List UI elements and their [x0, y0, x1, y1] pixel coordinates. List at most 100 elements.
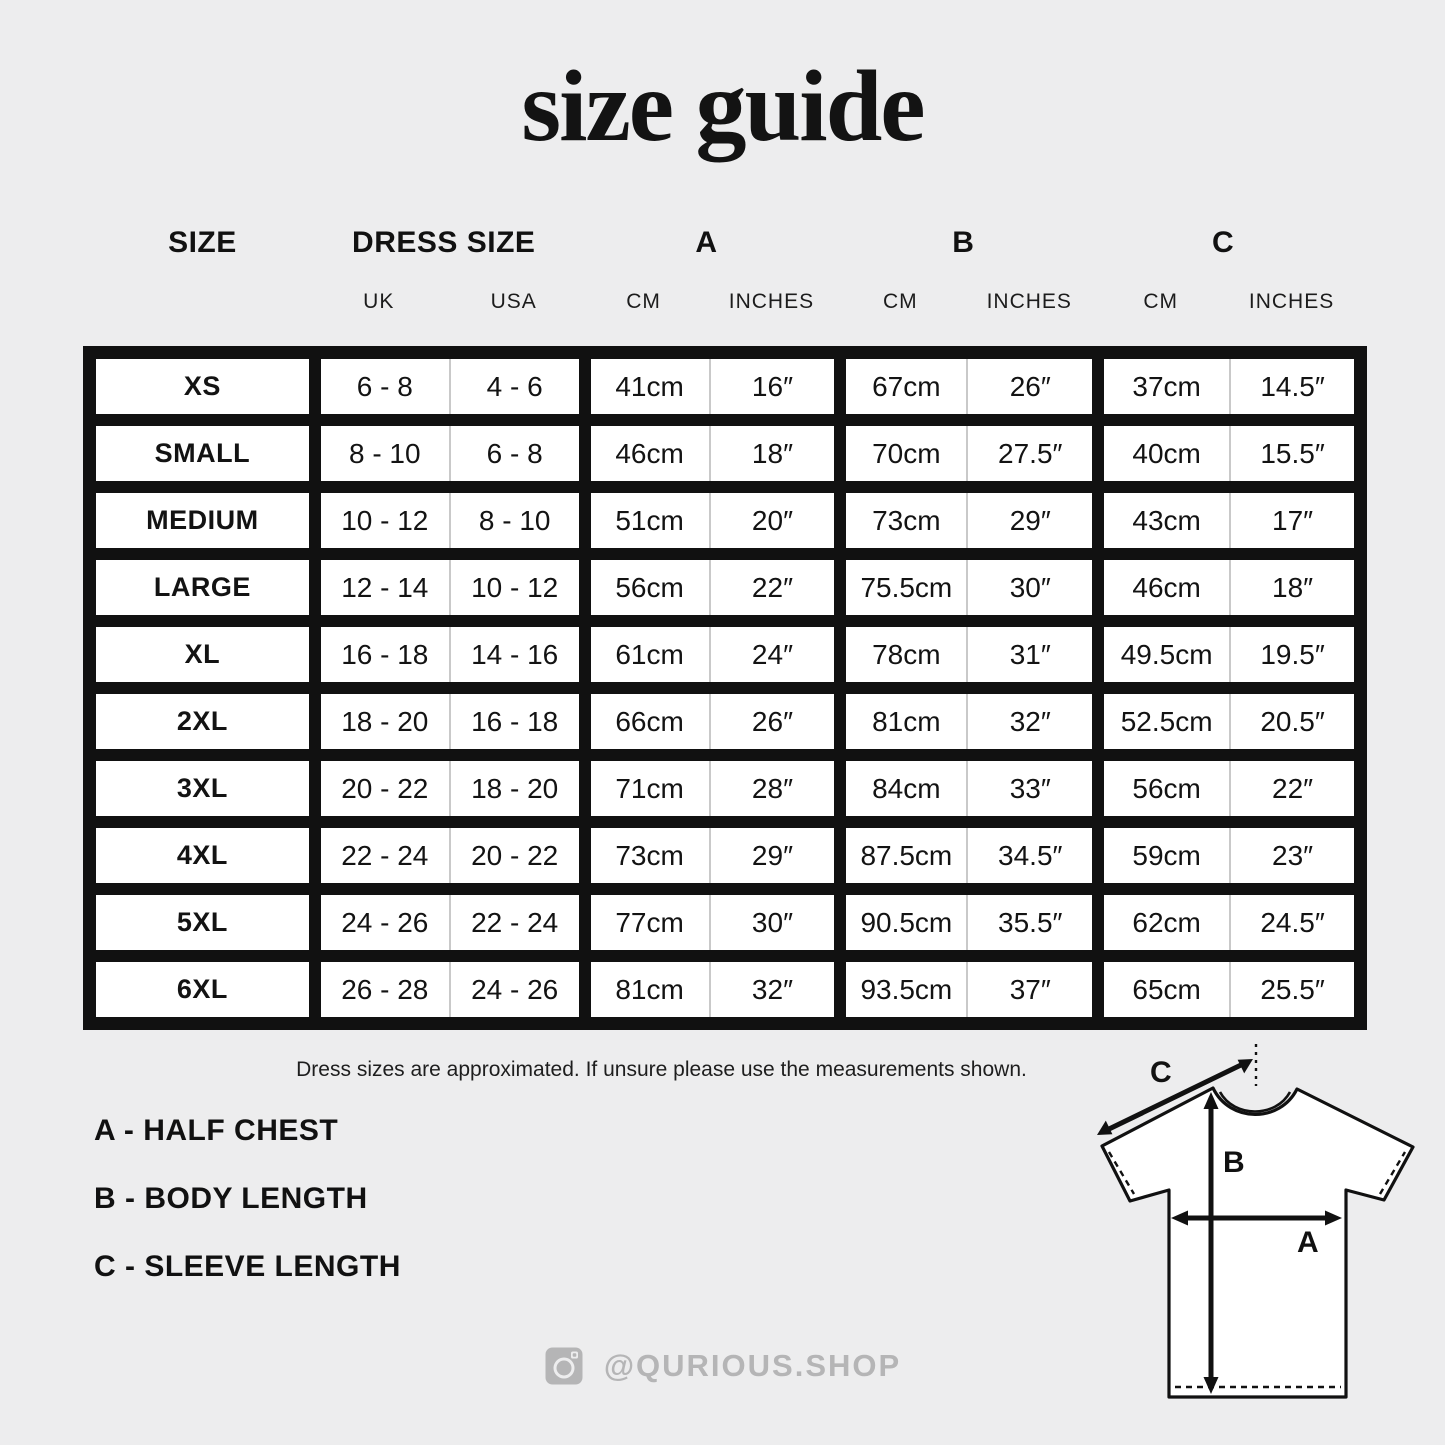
measurement-cell: 90.5cm	[834, 895, 967, 950]
measurement-cell: 14 - 16	[448, 627, 579, 682]
measurement-cell: 32″	[708, 962, 835, 1017]
measurement-cell: 35.5″	[966, 895, 1093, 950]
measurement-cell: 70cm	[834, 426, 967, 481]
measurement-cell: 41cm	[578, 359, 709, 414]
size-label-cell: 4XL	[96, 828, 309, 883]
diagram-label-b: B	[1223, 1146, 1245, 1179]
legend-item-sleeve-length: C - SLEEVE LENGTH	[94, 1250, 401, 1283]
column-header-dress-size: DRESS SIZE	[352, 226, 536, 259]
measurement-cell: 40cm	[1092, 426, 1230, 481]
measurement-cell: 93.5cm	[834, 962, 967, 1017]
measurement-cell: 66cm	[578, 694, 709, 749]
instagram-icon	[545, 1347, 583, 1385]
measurement-cell: 28″	[708, 761, 835, 816]
measurement-cell: 20″	[708, 493, 835, 548]
measurement-cell: 26 - 28	[308, 962, 449, 1017]
tshirt-measurement-diagram: A B C	[1097, 1044, 1415, 1399]
measurement-cell: 43cm	[1092, 493, 1230, 548]
right-sleeve-dashed-line	[1378, 1151, 1407, 1195]
measurement-cell: 10 - 12	[308, 493, 449, 548]
measurement-cell: 32″	[966, 694, 1093, 749]
size-table: SIZE DRESS SIZE A B C UK USA CM INCHES C…	[83, 222, 1367, 1030]
measurement-cell: 77cm	[578, 895, 709, 950]
sub-header-uk: UK	[363, 290, 395, 313]
sub-header-c-inches: INCHES	[1248, 290, 1335, 313]
sub-header-c-cm: CM	[1143, 290, 1178, 313]
measurement-cell: 24 - 26	[448, 962, 579, 1017]
measurement-cell: 26″	[966, 359, 1093, 414]
measurement-cell: 37cm	[1092, 359, 1230, 414]
measurement-cell: 71cm	[578, 761, 709, 816]
column-header-size: SIZE	[168, 226, 237, 259]
measurement-cell: 81cm	[834, 694, 967, 749]
measurement-cell: 24.5″	[1229, 895, 1354, 950]
sub-header-usa: USA	[490, 290, 537, 313]
size-label-cell: LARGE	[96, 560, 309, 615]
measurement-cell: 22 - 24	[448, 895, 579, 950]
measurement-cell: 8 - 10	[448, 493, 579, 548]
legend-item-half-chest: A - HALF CHEST	[94, 1114, 339, 1147]
measurement-cell: 31″	[966, 627, 1093, 682]
measurement-cell: 17″	[1229, 493, 1354, 548]
measurement-cell: 61cm	[578, 627, 709, 682]
diagram-label-c: C	[1150, 1056, 1172, 1089]
measurement-cell: 29″	[708, 828, 835, 883]
size-label-cell: 5XL	[96, 895, 309, 950]
measurement-cell: 19.5″	[1229, 627, 1354, 682]
measurement-cell: 16 - 18	[448, 694, 579, 749]
measurement-cell: 51cm	[578, 493, 709, 548]
sub-header-a-inches: INCHES	[728, 290, 815, 313]
tshirt-collar	[1218, 1091, 1292, 1113]
measurement-cell: 18 - 20	[448, 761, 579, 816]
measurement-cell: 20.5″	[1229, 694, 1354, 749]
diagram-label-a: A	[1297, 1226, 1319, 1259]
measurement-cell: 52.5cm	[1092, 694, 1230, 749]
size-label-cell: 6XL	[96, 962, 309, 1017]
size-label-cell: MEDIUM	[96, 493, 309, 548]
measurement-cell: 56cm	[578, 560, 709, 615]
table-group-header-row: SIZE DRESS SIZE A B C	[83, 226, 1367, 260]
column-header-a: A	[695, 226, 718, 259]
measurement-cell: 26″	[708, 694, 835, 749]
measurement-cell: 33″	[966, 761, 1093, 816]
measurement-cell: 18″	[1229, 560, 1354, 615]
measurement-cell: 46cm	[1092, 560, 1230, 615]
measurement-cell: 46cm	[578, 426, 709, 481]
size-label-cell: 3XL	[96, 761, 309, 816]
legend-item-body-length: B - BODY LENGTH	[94, 1182, 368, 1215]
size-label-cell: XL	[96, 627, 309, 682]
measurement-cell: 84cm	[834, 761, 967, 816]
page-title: size guide	[521, 50, 925, 163]
measurement-cell: 20 - 22	[448, 828, 579, 883]
measurement-cell: 6 - 8	[448, 426, 579, 481]
measurement-cell: 75.5cm	[834, 560, 967, 615]
tshirt-outline	[1100, 1086, 1415, 1399]
size-label-cell: 2XL	[96, 694, 309, 749]
measurement-cell: 4 - 6	[448, 359, 579, 414]
sub-header-b-cm: CM	[883, 290, 918, 313]
measurement-cell: 65cm	[1092, 962, 1230, 1017]
measurement-cell: 22″	[1229, 761, 1354, 816]
measurement-cell: 24 - 26	[308, 895, 449, 950]
measurement-cell: 16″	[708, 359, 835, 414]
measurement-cell: 22″	[708, 560, 835, 615]
measurement-cell: 73cm	[834, 493, 967, 548]
approximation-note: Dress sizes are approximated. If unsure …	[296, 1058, 1027, 1081]
measurement-cell: 10 - 12	[448, 560, 579, 615]
measurement-legend: A - HALF CHEST B - BODY LENGTH C - SLEEV…	[94, 1114, 401, 1318]
measurement-cell: 37″	[966, 962, 1093, 1017]
measurement-cell: 18″	[708, 426, 835, 481]
measurement-cell: 14.5″	[1229, 359, 1354, 414]
measurement-cell: 23″	[1229, 828, 1354, 883]
measurement-cell: 12 - 14	[308, 560, 449, 615]
table-sub-header-row: UK USA CM INCHES CM INCHES CM INCHES	[83, 290, 1367, 314]
measurement-cell: 24″	[708, 627, 835, 682]
measurement-cell: 16 - 18	[308, 627, 449, 682]
size-label-cell: XS	[96, 359, 309, 414]
measurement-cell: 25.5″	[1229, 962, 1354, 1017]
measurement-cell: 22 - 24	[308, 828, 449, 883]
sub-header-b-inches: INCHES	[986, 290, 1072, 313]
